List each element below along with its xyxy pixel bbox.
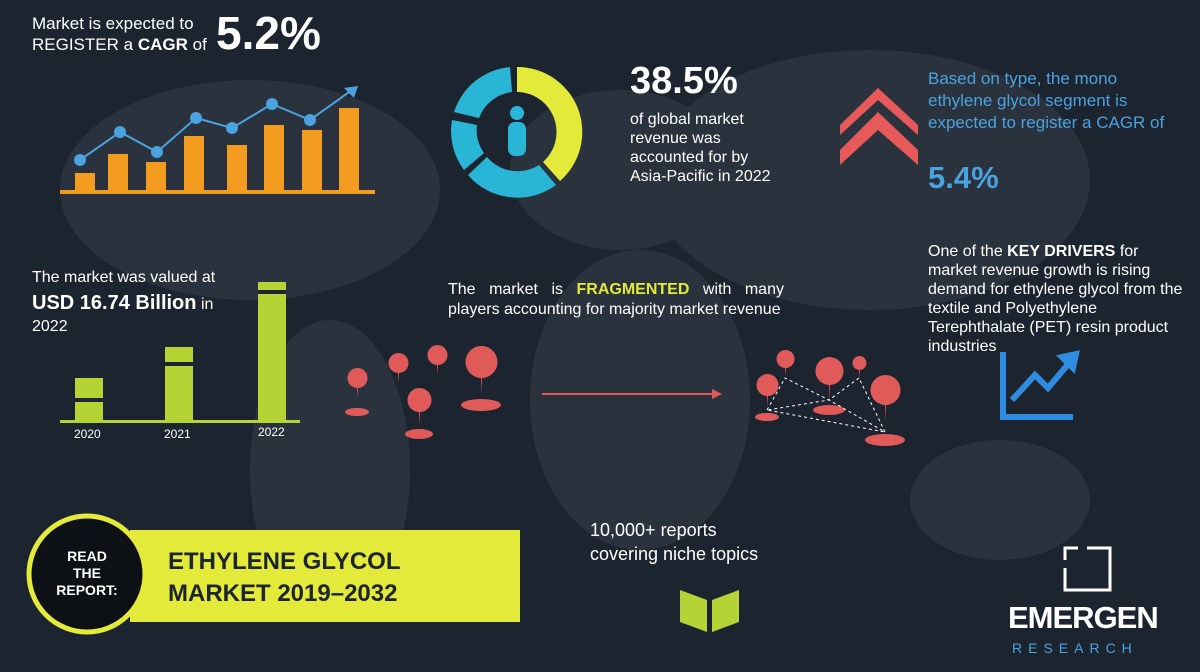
asia-text: of global market revenue was accounted f… [630,111,771,185]
network-lines [766,377,887,434]
valuation-amount-line: USD 16.74 Billion in [32,292,213,315]
report-badge [26,513,148,635]
arrow-head [712,389,722,399]
growth-chart-icon [60,86,375,194]
cagr-text: Market is expected to REGISTER a CAGR of [32,13,207,55]
type-value: 5.4% [928,160,999,195]
cagr-line2: REGISTER a [32,35,134,54]
bar-label: 2020 [74,427,101,441]
bar-label: 2021 [164,427,191,441]
bar-label: 2022 [258,425,285,439]
cagr-of: of [192,35,207,54]
reports-line2: covering niche topics [590,544,759,564]
drivers-post: for market revenue growth is rising dema… [928,243,1183,355]
report-title[interactable]: ETHYLENE GLYCOL MARKET 2019–2032 [168,546,400,610]
title-line2: MARKET 2019–2032 [168,580,398,607]
asia-value: 38.5% [630,60,738,102]
report-banner [130,530,520,622]
fragmented-post: with many players accounting for majorit… [448,281,784,318]
cagr-line1: Market is expected to [32,14,194,33]
book-icon [680,590,739,632]
value-bars-icon [60,282,300,423]
fragmented-bold: FRAGMENTED [576,281,690,298]
map-pins [345,345,905,446]
donut-icon [451,66,583,198]
badge-line: REPORT: [56,582,118,598]
cagr-value: 5.2% [216,7,321,59]
rising-arrow-icon [1000,350,1080,420]
badge-line: THE [73,565,101,581]
drivers-bold: KEY DRIVERS [1007,243,1116,260]
reports-line1: 10,000+ reports [590,520,717,540]
logo-name: EMERGEN [1008,600,1159,635]
valuation-year: 2022 [32,318,68,335]
badge-text: READ THE REPORT: [29,548,145,599]
type-text: Based on type, the mono ethylene glycol … [928,69,1165,132]
title-line1: ETHYLENE GLYCOL [168,548,401,575]
drivers-pre: One of the [928,243,1003,260]
logo-mark [1063,546,1112,592]
logo-sub: RESEARCH [1012,640,1138,656]
valuation-suffix: in [200,296,214,313]
drivers-text: One of the KEY DRIVERS for market revenu… [928,242,1190,356]
reports-text: 10,000+ reports covering niche topics [590,518,758,566]
cagr-bold: CAGR [137,35,188,54]
fragmented-text: The market is FRAGMENTED with many playe… [448,280,784,320]
badge-line: READ [67,548,107,564]
valuation-amount: USD 16.74 Billion [32,292,197,314]
fragmented-pre: The market is [448,281,564,298]
chevron-icon [840,88,918,165]
valuation-line1: The market was valued at [32,269,216,286]
